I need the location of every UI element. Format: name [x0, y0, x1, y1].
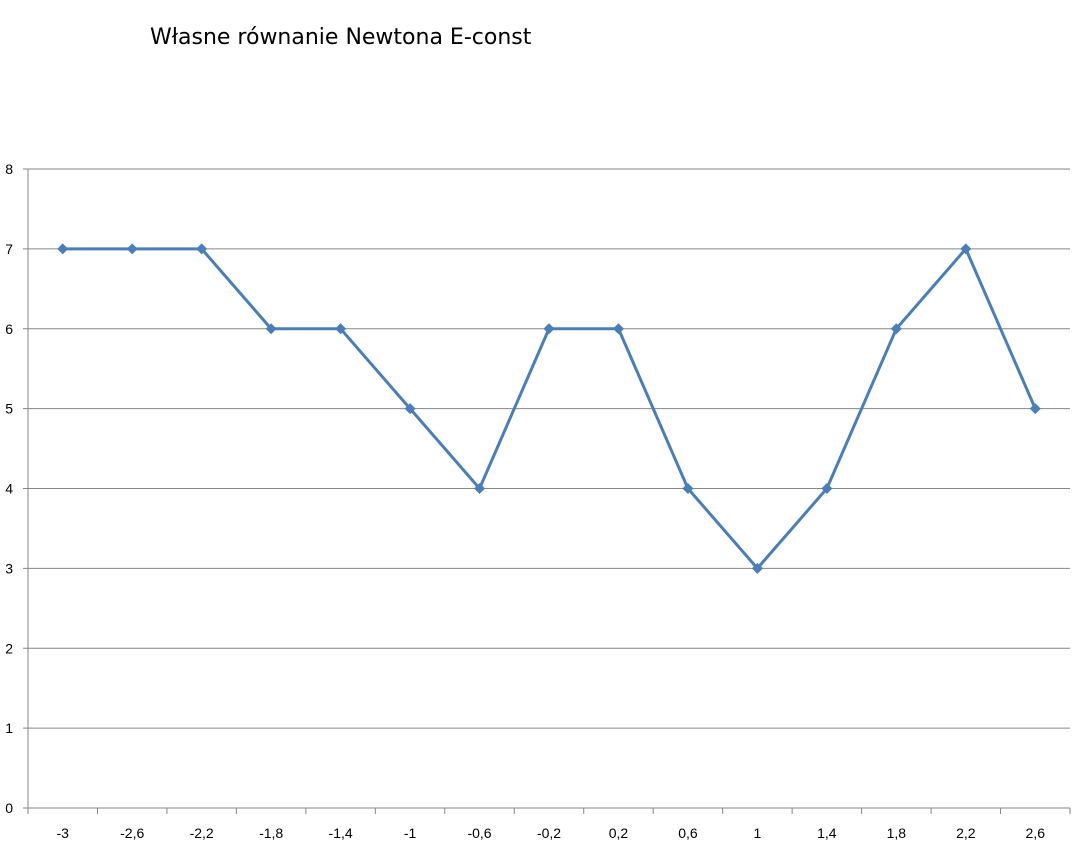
axes	[23, 168, 1071, 814]
x-tick-label: -1	[404, 825, 417, 841]
x-tick-label: 1,4	[817, 825, 837, 841]
x-tick-label: 2,6	[1026, 825, 1046, 841]
y-tick-label: 4	[5, 481, 13, 497]
gridlines	[28, 168, 1070, 729]
data-point	[682, 483, 694, 494]
y-tick-label: 1	[5, 720, 13, 736]
data-point	[890, 323, 902, 335]
x-tick-label: -2,6	[120, 825, 144, 841]
x-tick-label: -3	[57, 825, 70, 841]
data-point	[612, 323, 624, 335]
data-point	[335, 323, 347, 335]
data-point	[1029, 403, 1041, 415]
y-tick-label: 5	[5, 401, 13, 417]
data-point	[960, 243, 972, 255]
x-tick-label: -0,2	[537, 825, 561, 841]
data-point-markers	[57, 243, 1041, 574]
data-point	[196, 243, 208, 255]
data-point	[57, 243, 69, 255]
data-point	[751, 562, 763, 574]
y-tick-label: 0	[5, 800, 13, 816]
x-tick-label: 2,2	[956, 825, 976, 841]
y-tick-label: 7	[5, 241, 13, 257]
x-tick-label: 1,8	[887, 825, 907, 841]
y-tick-label: 6	[5, 321, 13, 337]
data-point	[404, 403, 416, 415]
data-point	[543, 323, 555, 335]
data-point	[821, 483, 833, 494]
chart-title: Własne równanie Newtona E-const	[150, 25, 532, 50]
y-axis-tick-labels: 0 1 2 3 4 5 6 7 8	[5, 161, 13, 816]
data-point	[126, 243, 138, 255]
y-tick-label: 8	[5, 161, 13, 177]
y-tick-label: 3	[5, 560, 13, 576]
x-tick-label: -0,6	[467, 825, 491, 841]
x-tick-label: 0,6	[678, 825, 698, 841]
data-point	[474, 483, 486, 494]
x-tick-label: 0,2	[609, 825, 629, 841]
x-tick-label: -1,8	[259, 825, 283, 841]
y-tick-label: 2	[5, 640, 13, 656]
data-point	[265, 323, 277, 335]
x-tick-label: 1	[754, 825, 762, 841]
x-tick-label: -2,2	[190, 825, 214, 841]
x-axis-tick-labels: -3 -2,6 -2,2 -1,8 -1,4 -1 -0,6 -0,2 0,2 0,6 1 1,4 1,…	[57, 825, 1046, 841]
x-tick-label: -1,4	[329, 825, 353, 841]
